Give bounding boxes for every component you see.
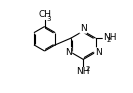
Text: CH: CH [38,9,51,19]
Text: NH: NH [103,33,116,42]
Text: 3: 3 [47,16,51,22]
Text: 2: 2 [107,37,111,43]
Text: N: N [80,24,87,33]
Text: N: N [65,48,72,57]
Text: NH: NH [76,67,90,76]
Text: N: N [95,48,101,57]
Text: 2: 2 [86,66,90,72]
